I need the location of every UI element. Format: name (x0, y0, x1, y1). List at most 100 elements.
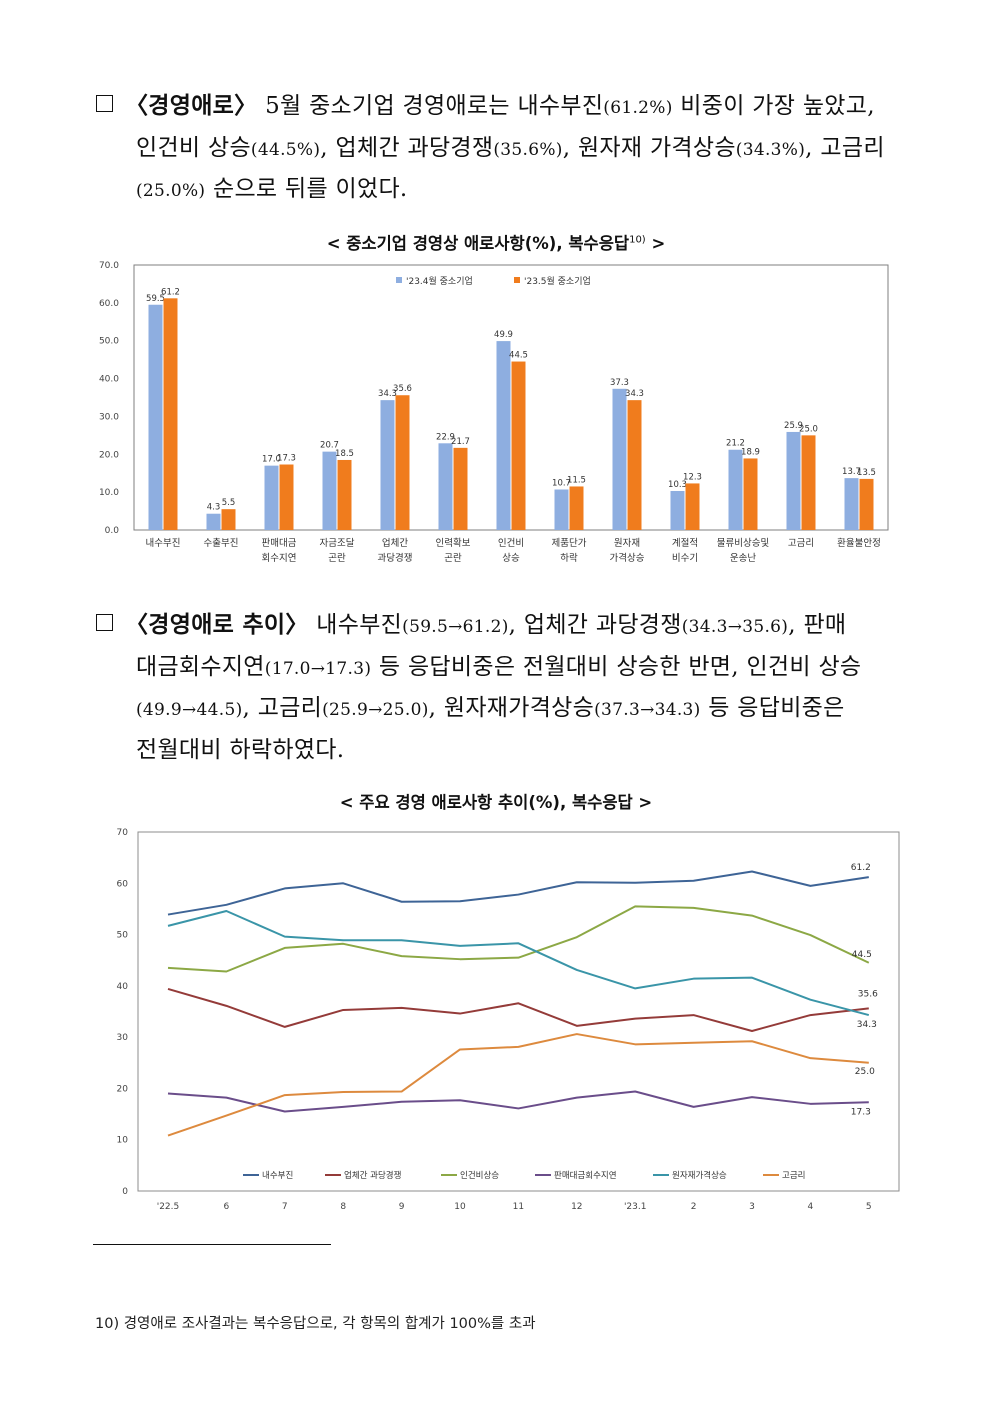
x-tick-label: 회수지연 (262, 553, 297, 564)
bar (569, 486, 584, 530)
y-tick-label: 60 (117, 879, 129, 889)
legend-swatch (396, 277, 402, 283)
data-label: 13.5 (857, 468, 876, 478)
paragraph-difficulty-trend: 〈경영애로 추이〉 내수부진(59.5→61.2), 업체간 과당경쟁(34.3… (96, 605, 898, 770)
bar (685, 483, 700, 530)
y-tick-label: 60.0 (99, 299, 119, 309)
bar (612, 388, 627, 530)
bar (148, 304, 163, 530)
end-label: 61.2 (851, 863, 871, 873)
x-tick-label: 2 (691, 1202, 697, 1212)
x-tick-label: 물류비상승및 (717, 537, 770, 549)
data-label: 25.9 (784, 421, 803, 431)
data-label: 59.5 (146, 294, 165, 304)
bar (859, 478, 874, 530)
bar (670, 491, 685, 530)
data-label: 25.0 (799, 424, 818, 434)
series-line (167, 1090, 869, 1113)
y-tick-label: 0 (122, 1187, 128, 1197)
data-label: 10.7 (552, 478, 571, 488)
square-bullet-icon (96, 614, 113, 631)
bar (206, 513, 221, 530)
footnote-divider (93, 1244, 331, 1245)
y-tick-label: 50.0 (99, 337, 119, 347)
data-label: 13.7 (842, 467, 861, 477)
x-tick-label: 8 (340, 1202, 346, 1212)
x-tick-label: 12 (571, 1202, 582, 1212)
bar (163, 298, 178, 530)
bar (511, 361, 526, 530)
end-label: 17.3 (851, 1107, 871, 1117)
data-label: 5.5 (222, 498, 236, 508)
x-tick-label: 곤란 (444, 552, 462, 564)
bar (786, 431, 801, 530)
legend-label: 원자재가격상승 (672, 1170, 727, 1181)
bar (496, 341, 511, 530)
x-tick-label: 고금리 (788, 538, 814, 549)
end-label: 34.3 (857, 1020, 877, 1030)
y-tick-label: 30 (117, 1033, 129, 1043)
bar (380, 400, 395, 530)
data-label: 4.3 (207, 503, 221, 513)
end-label: 44.5 (852, 950, 872, 960)
bar (438, 443, 453, 530)
x-tick-label: 상승 (502, 553, 520, 564)
y-tick-label: 0.0 (105, 526, 120, 536)
x-tick-label: '22.5 (157, 1202, 180, 1212)
x-tick-label: 곤란 (328, 552, 346, 564)
footnote: 10) 경영애로 조사결과는 복수응답으로, 각 항목의 합계가 100%를 초… (95, 1316, 536, 1332)
x-tick-label: 10 (454, 1202, 466, 1212)
bar (264, 465, 279, 530)
data-label: 10.3 (668, 480, 687, 490)
data-label: 17.3 (277, 454, 296, 464)
plot-area (137, 831, 900, 1192)
x-tick-label: 4 (808, 1202, 814, 1212)
data-label: 61.2 (161, 287, 180, 297)
x-tick-label: 하락 (560, 552, 578, 564)
y-tick-label: 70 (117, 828, 129, 838)
x-tick-label: 판매대금 (262, 538, 297, 549)
legend-label: 인건비상승 (460, 1170, 499, 1181)
plot-area (133, 264, 889, 531)
bar-chart-caption: < 중소기업 경영상 애로사항(%), 복수응답10) > (326, 234, 666, 253)
data-label: 49.9 (494, 330, 513, 340)
end-label: 35.6 (858, 989, 878, 999)
legend-label: 내수부진 (262, 1170, 293, 1181)
data-label: 17.0 (262, 455, 281, 465)
legend-swatch (514, 277, 520, 283)
bar-chart: 0.0 10.0 20.0 30.0 40.0 50.0 60.0 70.0 59.5 4.3 17… (99, 261, 889, 564)
data-label: 37.3 (610, 378, 629, 388)
legend-label: '23.5월 중소기업 (524, 275, 591, 287)
x-tick-label: 인건비 (498, 538, 524, 549)
x-tick-label: 9 (399, 1202, 405, 1212)
legend-label: 고금리 (782, 1171, 805, 1181)
square-bullet-icon (96, 95, 113, 112)
data-label: 18.9 (741, 447, 760, 457)
data-label: 21.2 (726, 439, 745, 449)
x-tick-label: 내수부진 (146, 538, 181, 549)
section-heading: 〈경영애로 추이〉 (125, 611, 309, 638)
y-tick-label: 30.0 (99, 412, 119, 422)
data-label: 34.3 (625, 389, 644, 399)
y-tick-label: 10.0 (99, 488, 119, 498)
x-tick-label: 3 (749, 1202, 755, 1212)
series-line (167, 1033, 869, 1137)
bar (337, 459, 352, 530)
x-tick-label: 자금조달 (320, 537, 355, 549)
data-label: 18.5 (335, 449, 354, 459)
x-tick-label: 과당경쟁 (378, 552, 413, 564)
y-tick-label: 40 (117, 982, 129, 992)
bar (395, 395, 410, 530)
series-line (167, 870, 869, 916)
bar (279, 464, 294, 530)
y-tick-label: 50 (117, 931, 129, 941)
data-label: 20.7 (320, 441, 339, 451)
bar (801, 435, 816, 530)
end-label: 25.0 (855, 1067, 875, 1077)
x-tick-label: 업체간 (382, 537, 408, 549)
bar (453, 447, 468, 530)
x-tick-label: 제품단가 (552, 538, 587, 549)
y-tick-label: 20.0 (99, 450, 119, 460)
y-tick-label: 70.0 (99, 261, 119, 271)
x-tick-label: 11 (513, 1202, 524, 1212)
